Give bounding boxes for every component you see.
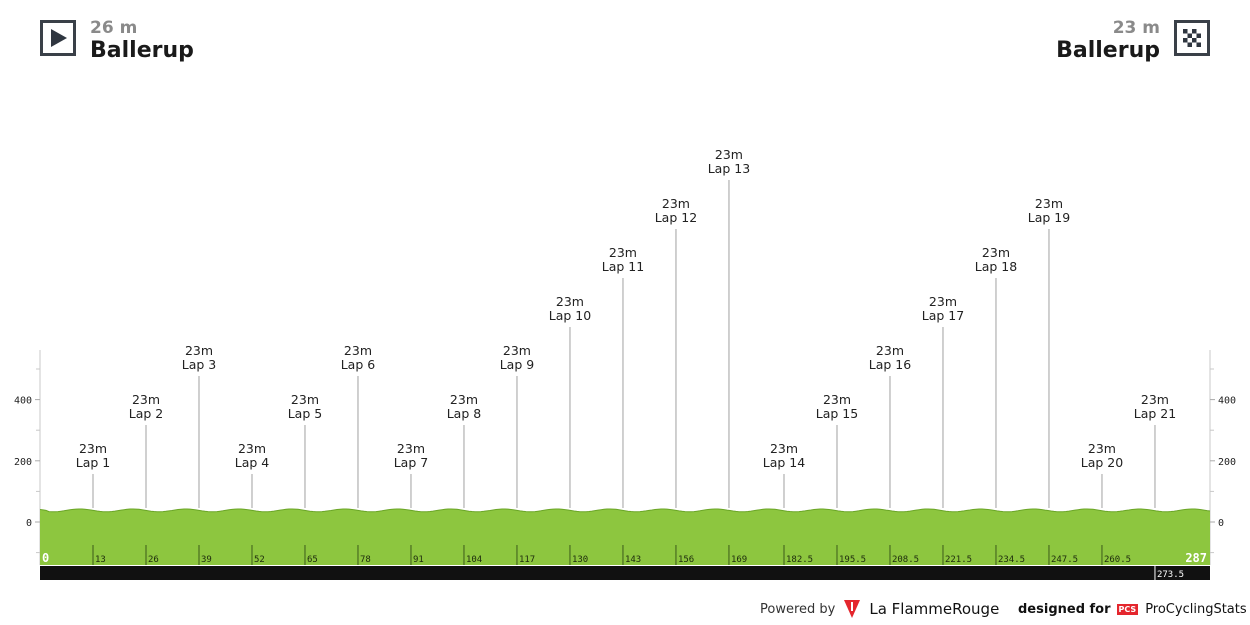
y-tick-label-right: 400 xyxy=(1218,396,1236,407)
y-tick-label-left: 400 xyxy=(14,396,32,407)
lap-marker-altitude: 23m xyxy=(132,392,160,407)
x-tick-label: 13 xyxy=(95,555,106,565)
lap-marker-altitude: 23m xyxy=(1035,196,1063,211)
x-tick-label: 208.5 xyxy=(892,555,919,565)
lap-marker-label: Lap 19 xyxy=(1028,210,1070,225)
elevation-profile-chart: 0 0 200 200 400 400 0 13 26 39 52 65 78 91 104 117 130 14… xyxy=(14,147,1236,580)
lap-marker-altitude: 23m xyxy=(770,441,798,456)
x-tick-label: 91 xyxy=(413,555,424,565)
lap-marker-altitude: 23m xyxy=(982,245,1010,260)
powered-by: Powered by La FlammeRouge xyxy=(760,596,999,622)
x-tick-label: 143 xyxy=(625,555,641,565)
lap-marker-altitude: 23m xyxy=(876,343,904,358)
x-tick-label: 117 xyxy=(519,555,535,565)
lap-marker-label: Lap 12 xyxy=(655,210,697,225)
x-tick-label: 247.5 xyxy=(1051,555,1078,565)
flamme-rouge-brand: La FlammeRouge xyxy=(869,600,1000,618)
x-tick-label: 78 xyxy=(360,555,371,565)
finish-altitude: 23 m xyxy=(1112,18,1160,38)
designed-for-label: designed for xyxy=(1018,601,1111,617)
x-tick-label: 65 xyxy=(307,555,318,565)
flamme-rouge-icon xyxy=(844,600,861,618)
x-tick-label: 234.5 xyxy=(998,555,1025,565)
lap-marker-altitude: 23m xyxy=(1088,441,1116,456)
lap-marker-altitude: 23m xyxy=(291,392,319,407)
lap-marker-label: Lap 5 xyxy=(288,406,323,421)
lap-marker-altitude: 23m xyxy=(715,147,743,162)
y-tick-label-right: 0 xyxy=(1218,518,1224,529)
x-tick-label: 130 xyxy=(572,555,588,565)
lap-marker-altitude: 23m xyxy=(397,441,425,456)
checkered-flag-icon xyxy=(1174,20,1210,56)
x-tick-label: 156 xyxy=(678,555,694,565)
start-town: Ballerup xyxy=(90,38,194,63)
profile-outline xyxy=(39,508,1211,513)
lap-marker-label: Lap 3 xyxy=(182,357,217,372)
lap-marker-label: Lap 2 xyxy=(129,406,164,421)
x-tick-label: 169 xyxy=(731,555,747,565)
lap-marker-label: Lap 7 xyxy=(394,455,429,470)
profile-area xyxy=(40,509,1210,565)
lap-marker-altitude: 23m xyxy=(238,441,266,456)
x-tick-label: 287 xyxy=(1185,551,1207,565)
procyclingstats-brand: ProCyclingStats xyxy=(1145,601,1247,617)
y-tick-label-left: 200 xyxy=(14,457,32,468)
powered-by-label: Powered by xyxy=(760,601,836,617)
lap-marker-label: Lap 1 xyxy=(76,455,111,470)
km-axis-bar xyxy=(40,566,1210,580)
lap-marker-altitude: 23m xyxy=(503,343,531,358)
x-extra-tick-label: 273.5 xyxy=(1157,570,1184,580)
lap-marker-label: Lap 11 xyxy=(602,259,644,274)
start-altitude: 26 m xyxy=(90,18,138,38)
lap-marker-label: Lap 15 xyxy=(816,406,858,421)
lap-marker-altitude: 23m xyxy=(823,392,851,407)
lap-marker-label: Lap 8 xyxy=(447,406,482,421)
lap-marker-altitude: 23m xyxy=(556,294,584,309)
x-tick-label: 182.5 xyxy=(786,555,813,565)
x-tick-label: 195.5 xyxy=(839,555,866,565)
lap-marker-label: Lap 9 xyxy=(500,357,535,372)
y-tick-label-left: 0 xyxy=(26,518,32,529)
x-tick-label: 260.5 xyxy=(1104,555,1131,565)
lap-marker-altitude: 23m xyxy=(1141,392,1169,407)
lap-marker-label: Lap 10 xyxy=(549,308,591,323)
lap-marker-altitude: 23m xyxy=(609,245,637,260)
lap-marker-altitude: 23m xyxy=(344,343,372,358)
lap-marker-label: Lap 20 xyxy=(1081,455,1123,470)
lap-marker-label: Lap 13 xyxy=(708,161,750,176)
x-tick-label: 104 xyxy=(466,555,482,565)
y-tick-label-right: 200 xyxy=(1218,457,1236,468)
lap-marker-label: Lap 17 xyxy=(922,308,964,323)
lap-marker-label: Lap 14 xyxy=(763,455,805,470)
pcs-logo: PCS xyxy=(1116,603,1139,615)
lap-marker-altitude: 23m xyxy=(185,343,213,358)
x-tick-label: 0 xyxy=(42,551,49,565)
lap-marker-label: Lap 18 xyxy=(975,259,1017,274)
lap-marker-altitude: 23m xyxy=(929,294,957,309)
lap-marker-altitude: 23m xyxy=(79,441,107,456)
lap-marker-label: Lap 4 xyxy=(235,455,270,470)
x-tick-label: 221.5 xyxy=(945,555,972,565)
finish-town: Ballerup xyxy=(1056,38,1160,63)
lap-marker-altitude: 23m xyxy=(662,196,690,211)
play-icon xyxy=(40,20,76,56)
lap-marker-label: Lap 16 xyxy=(869,357,911,372)
lap-marker-label: Lap 6 xyxy=(341,357,376,372)
x-tick-label: 39 xyxy=(201,555,212,565)
designed-for: designed for PCS ProCyclingStats xyxy=(1018,596,1247,622)
lap-marker-label: Lap 21 xyxy=(1134,406,1176,421)
x-tick-label: 52 xyxy=(254,555,265,565)
x-tick-label: 26 xyxy=(148,555,159,565)
lap-marker-altitude: 23m xyxy=(450,392,478,407)
